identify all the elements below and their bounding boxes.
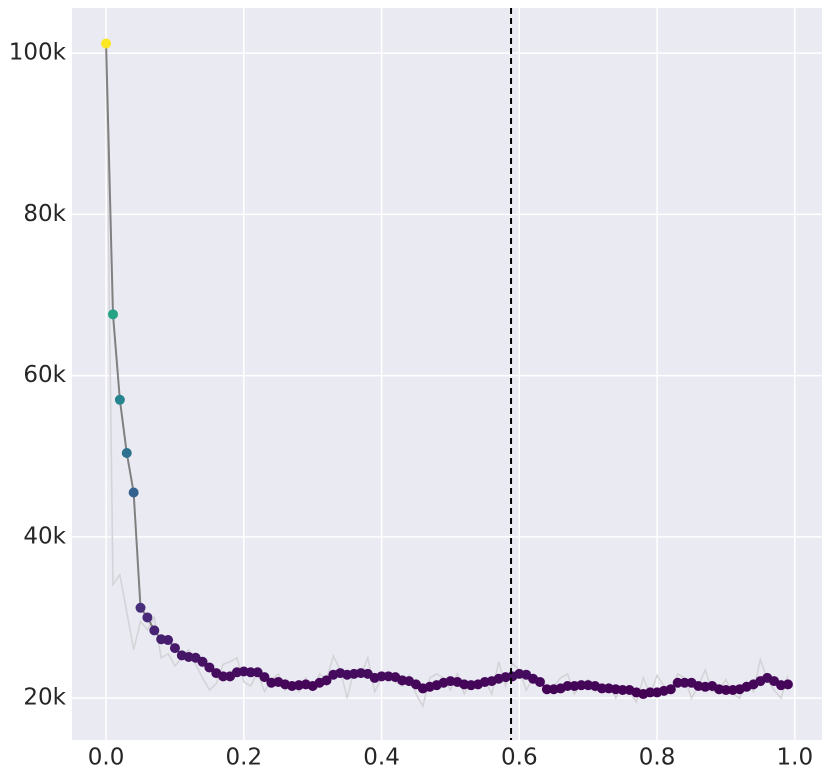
point [645, 687, 656, 698]
x-tick-label: 0.4 [363, 745, 400, 771]
x-tick-label: 0.8 [639, 745, 676, 771]
point [101, 38, 112, 49]
plot-area [72, 8, 822, 740]
point [163, 635, 174, 646]
x-tick-label: 0.6 [501, 745, 538, 771]
point [218, 671, 229, 682]
point [672, 677, 683, 688]
point [376, 671, 387, 682]
x-tick-label: 0.2 [226, 745, 263, 771]
point [321, 675, 332, 686]
y-tick-label: 60k [23, 362, 66, 388]
point [128, 487, 139, 498]
point [534, 676, 545, 687]
point [576, 680, 587, 691]
point [204, 662, 215, 673]
point [197, 656, 208, 667]
y-tick-label: 20k [23, 685, 66, 711]
point [782, 679, 793, 690]
point [149, 625, 160, 636]
point [169, 643, 180, 654]
x-tick-label: 1.0 [777, 745, 814, 771]
y-tick-label: 80k [23, 201, 66, 227]
point [665, 684, 676, 695]
y-tick-label: 100k [9, 40, 67, 66]
point [107, 309, 118, 320]
point [245, 667, 256, 678]
y-tick-label: 40k [23, 523, 66, 549]
x-tick-label: 0.0 [88, 745, 125, 771]
point [679, 677, 690, 688]
point [114, 394, 125, 405]
point [596, 683, 607, 694]
point [720, 685, 731, 696]
point [121, 448, 132, 459]
point [259, 672, 270, 683]
point [142, 612, 153, 623]
point [541, 684, 552, 695]
point [135, 602, 146, 613]
point [562, 680, 573, 691]
point [617, 685, 628, 696]
